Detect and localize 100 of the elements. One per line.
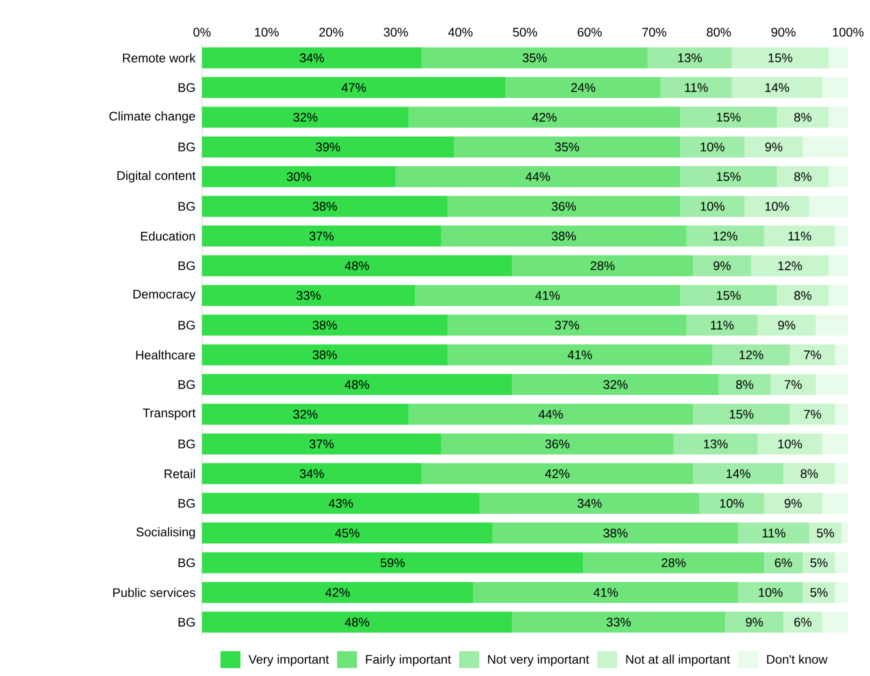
data-label: 38% xyxy=(312,320,337,330)
x-tick-label: 30% xyxy=(384,28,408,37)
bar xyxy=(512,255,693,276)
bar xyxy=(835,404,848,425)
bar xyxy=(802,552,836,574)
data-label: 37% xyxy=(309,232,334,240)
data-label: 43% xyxy=(328,498,353,508)
bar xyxy=(454,136,680,158)
bar xyxy=(202,284,416,306)
bar xyxy=(202,196,448,217)
data-label: 10% xyxy=(700,202,724,211)
data-label: 33% xyxy=(606,618,631,627)
data-label: 9% xyxy=(784,498,802,508)
data-label: 48% xyxy=(344,618,370,627)
bar xyxy=(441,226,687,247)
bar xyxy=(202,463,422,484)
bar xyxy=(202,226,442,247)
data-label: 9% xyxy=(714,261,731,270)
data-label: 28% xyxy=(590,261,615,270)
data-label: 10% xyxy=(758,588,783,597)
bar xyxy=(828,47,848,68)
bar xyxy=(828,106,848,128)
x-tick-label: 10% xyxy=(255,28,279,37)
data-label: 34% xyxy=(300,469,324,478)
bar xyxy=(725,612,784,633)
y-tick-label: BG xyxy=(178,83,195,92)
data-label: 11% xyxy=(710,320,734,330)
bar xyxy=(770,374,816,396)
bar xyxy=(822,433,848,454)
bar xyxy=(408,106,680,128)
data-label: 35% xyxy=(554,142,580,152)
bar xyxy=(202,166,396,188)
bar xyxy=(202,47,422,68)
data-label: 37% xyxy=(554,320,580,330)
bar xyxy=(802,136,848,158)
bar xyxy=(738,522,810,544)
y-tick-label: Climate change xyxy=(109,111,196,124)
y-tick-label: Transport xyxy=(142,408,196,420)
data-label: 8% xyxy=(800,469,818,478)
legend-label: Very important xyxy=(248,654,329,666)
data-label: 15% xyxy=(716,172,741,182)
data-label: 44% xyxy=(538,410,563,419)
data-label: 12% xyxy=(714,232,738,240)
bar xyxy=(692,463,784,484)
bar xyxy=(447,314,687,336)
bar xyxy=(732,77,822,98)
bar xyxy=(686,226,764,247)
data-label: 59% xyxy=(380,558,405,568)
bar xyxy=(680,136,745,158)
legend-label: Not at all important xyxy=(626,654,730,666)
bar xyxy=(835,463,848,484)
data-label: 14% xyxy=(726,469,750,478)
data-label: 11% xyxy=(685,83,708,92)
bar xyxy=(776,284,829,306)
legend-label: Not very important xyxy=(488,654,590,666)
data-label: 9% xyxy=(778,320,796,330)
bar xyxy=(822,492,848,514)
data-label: 7% xyxy=(804,410,822,419)
bar xyxy=(583,552,764,574)
data-label: 37% xyxy=(309,440,334,448)
data-label: 15% xyxy=(730,410,754,419)
data-label: 32% xyxy=(293,410,318,419)
bar xyxy=(441,433,674,454)
data-label: 24% xyxy=(571,83,596,92)
bar xyxy=(783,463,836,484)
x-tick-label: 0% xyxy=(193,28,211,37)
bar xyxy=(816,374,848,396)
bar xyxy=(790,404,836,425)
bar xyxy=(822,77,848,98)
data-label: 44% xyxy=(526,172,550,182)
bar xyxy=(758,433,822,454)
bar xyxy=(692,404,790,425)
bar xyxy=(415,284,680,306)
y-tick-label: BG xyxy=(178,142,195,152)
bar xyxy=(783,612,822,633)
x-tick-label: 80% xyxy=(706,28,731,37)
data-label: 28% xyxy=(662,558,686,568)
data-label: 10% xyxy=(720,498,744,508)
bar xyxy=(480,492,700,514)
data-label: 6% xyxy=(794,618,812,627)
bar xyxy=(492,522,738,544)
data-label: 8% xyxy=(794,172,812,182)
bar xyxy=(776,106,829,128)
data-label: 13% xyxy=(678,53,702,62)
x-tick-label: 100% xyxy=(832,28,864,37)
bar xyxy=(202,552,584,574)
bar xyxy=(764,226,836,247)
data-label: 48% xyxy=(344,261,370,270)
data-label: 14% xyxy=(765,83,790,92)
data-label: 8% xyxy=(794,112,812,122)
bar xyxy=(202,136,454,158)
y-tick-label: BG xyxy=(178,320,195,330)
legend-label: Don't know xyxy=(767,654,828,664)
bar xyxy=(202,374,512,396)
bar xyxy=(744,196,810,217)
bar xyxy=(202,522,493,544)
data-label: 36% xyxy=(545,440,570,448)
x-tick-label: 50% xyxy=(512,28,538,37)
data-label: 41% xyxy=(594,588,618,597)
bar xyxy=(680,196,745,217)
